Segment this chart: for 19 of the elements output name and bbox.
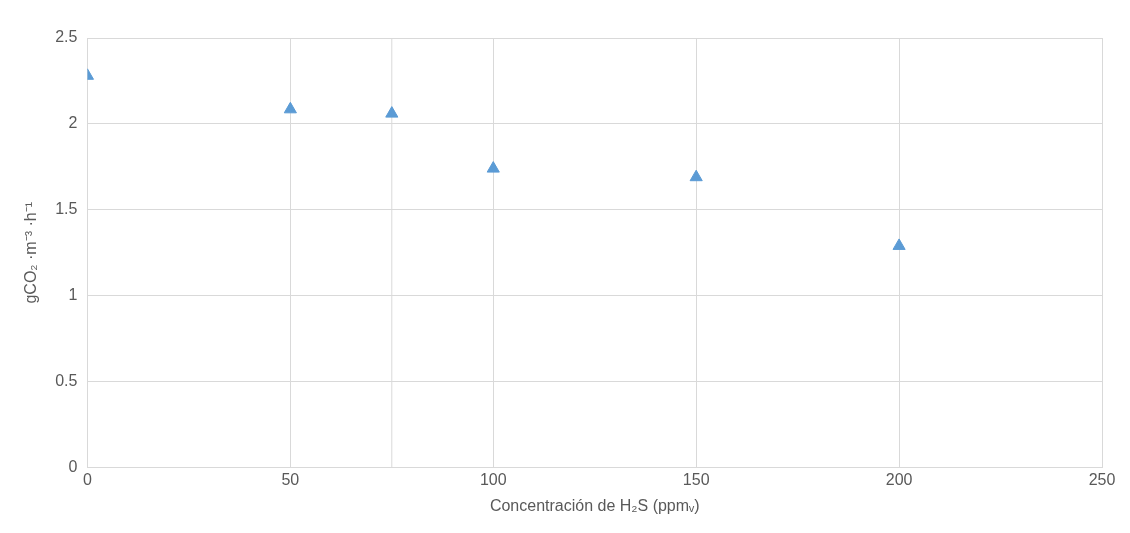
point (385, 106, 399, 118)
y-tick-label: 0 (68, 458, 78, 476)
x-tick-label: 100 (479, 470, 507, 488)
x-tick-label: 50 (281, 470, 300, 488)
y-tick-label: 1.5 (55, 200, 78, 218)
point (486, 161, 500, 173)
point (892, 238, 906, 250)
point (283, 101, 297, 114)
point (689, 169, 703, 182)
x-axis-title: Concentración de H₂S (ppmᵥ) (489, 496, 700, 514)
x-tick-label: 0 (82, 470, 92, 488)
y-tick-label: 1 (68, 286, 78, 304)
x-tick-label: 200 (885, 470, 913, 488)
x-tick-label: 250 (1088, 470, 1116, 488)
y-tick-label: 0.5 (55, 372, 78, 390)
x-tick-label: 150 (682, 470, 710, 488)
y-tick-label: 2 (68, 114, 78, 132)
y-axis-title: gCO₂ ·m⁻³ ·h⁻¹ (22, 202, 40, 304)
y-tick-label: 2.5 (55, 28, 78, 46)
